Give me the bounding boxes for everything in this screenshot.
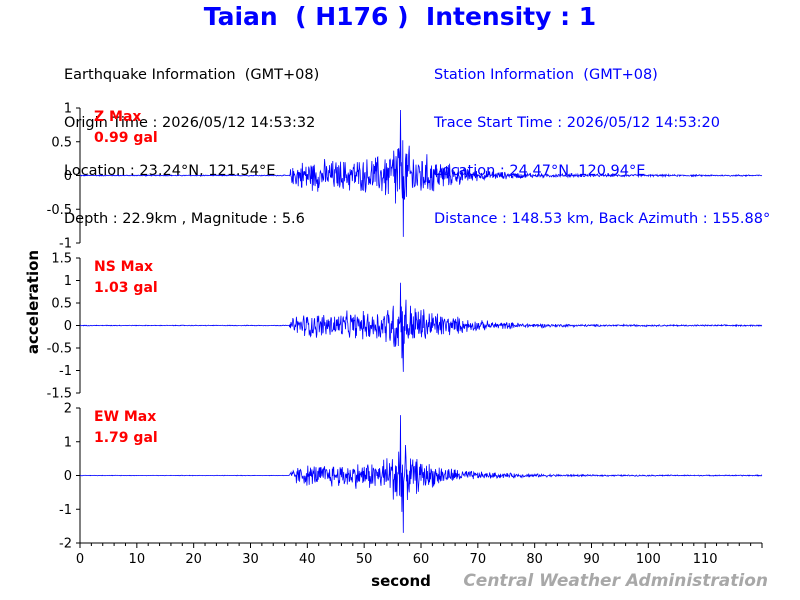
y-tick-label: -0.5: [47, 342, 72, 357]
x-tick-label: 60: [413, 552, 430, 567]
x-tick-label: 70: [470, 552, 487, 567]
chart-title: Taian ( H176 ) Intensity : 1: [203, 2, 597, 31]
y-tick-label: 0.5: [51, 135, 72, 150]
station-info-heading: Station Information (GMT+08): [434, 67, 658, 83]
max-label-z: Z Max: [94, 109, 141, 125]
distance-azimuth: Distance : 148.53 km, Back Azimuth : 155…: [434, 211, 771, 227]
waveform-ns: [79, 282, 763, 372]
y-tick-label: -2: [59, 537, 72, 552]
max-value-ns: 1.03 gal: [94, 280, 158, 296]
y-tick-label: 2: [64, 402, 72, 417]
panel-z: -1 -0.5 0 0.5 1 Z Max 0.99 gal: [47, 102, 763, 252]
y-tick-label: -1: [59, 503, 72, 518]
x-tick-label: 80: [526, 552, 543, 567]
x-axis-label: second: [371, 572, 431, 590]
panel-ns: -1.5 -1 -0.5 0 0.5 1 1.5 NS Max 1.03 gal: [47, 252, 763, 402]
y-tick-label: 0: [64, 469, 72, 484]
y-tick-label: 1: [64, 102, 72, 117]
max-label-ns: NS Max: [94, 259, 153, 275]
waveform-ew: [80, 415, 763, 533]
x-tick-label: 20: [185, 552, 202, 567]
y-tick-label: -1: [59, 364, 72, 379]
max-value-ew: 1.79 gal: [94, 430, 158, 446]
x-tick-label: 100: [636, 552, 661, 567]
y-tick-label: 0: [64, 319, 72, 334]
depth-magnitude: Depth : 22.9km , Magnitude : 5.6: [64, 211, 305, 227]
x-tick-label: 90: [583, 552, 600, 567]
x-tick-label: 50: [356, 552, 373, 567]
y-tick-label: 1: [64, 274, 72, 289]
earthquake-info: Earthquake Information (GMT+08) Origin T…: [64, 35, 319, 243]
y-tick-label: -1: [59, 237, 72, 252]
x-axis: 0 10 20 30 40 50 60 70 80 90 100 110: [76, 542, 763, 567]
panels-group: -1 -0.5 0 0.5 1 Z Max 0.99 gal -1.5 -1 -0.5 0 0.5 1 1…: [47, 102, 763, 552]
waveform-z: [79, 109, 763, 237]
credit-text: Central Weather Administration: [463, 571, 768, 591]
y-tick-label: 0: [64, 169, 72, 184]
y-tick-label: 1.5: [51, 252, 72, 267]
trace-start-time: Trace Start Time : 2026/05/12 14:53:20: [434, 115, 720, 131]
y-tick-label: 0.5: [51, 297, 72, 312]
max-value-z: 0.99 gal: [94, 130, 158, 146]
y-tick-label: -1.5: [47, 387, 72, 402]
x-tick-label: 110: [693, 552, 718, 567]
origin-time: Origin Time : 2026/05/12 14:53:32: [64, 115, 316, 131]
max-label-ew: EW Max: [94, 409, 156, 425]
x-tick-label: 40: [299, 552, 316, 567]
x-tick-label: 0: [76, 552, 84, 567]
y-tick-label: 1: [64, 435, 72, 450]
earthquake-info-heading: Earthquake Information (GMT+08): [64, 67, 320, 83]
y-axis-label: acceleration: [24, 250, 42, 354]
panel-ew: -2 -1 0 1 2 EW Max 1.79 gal: [59, 402, 763, 552]
x-tick-label: 10: [129, 552, 146, 567]
y-tick-label: -0.5: [47, 203, 72, 218]
x-tick-label: 30: [242, 552, 259, 567]
